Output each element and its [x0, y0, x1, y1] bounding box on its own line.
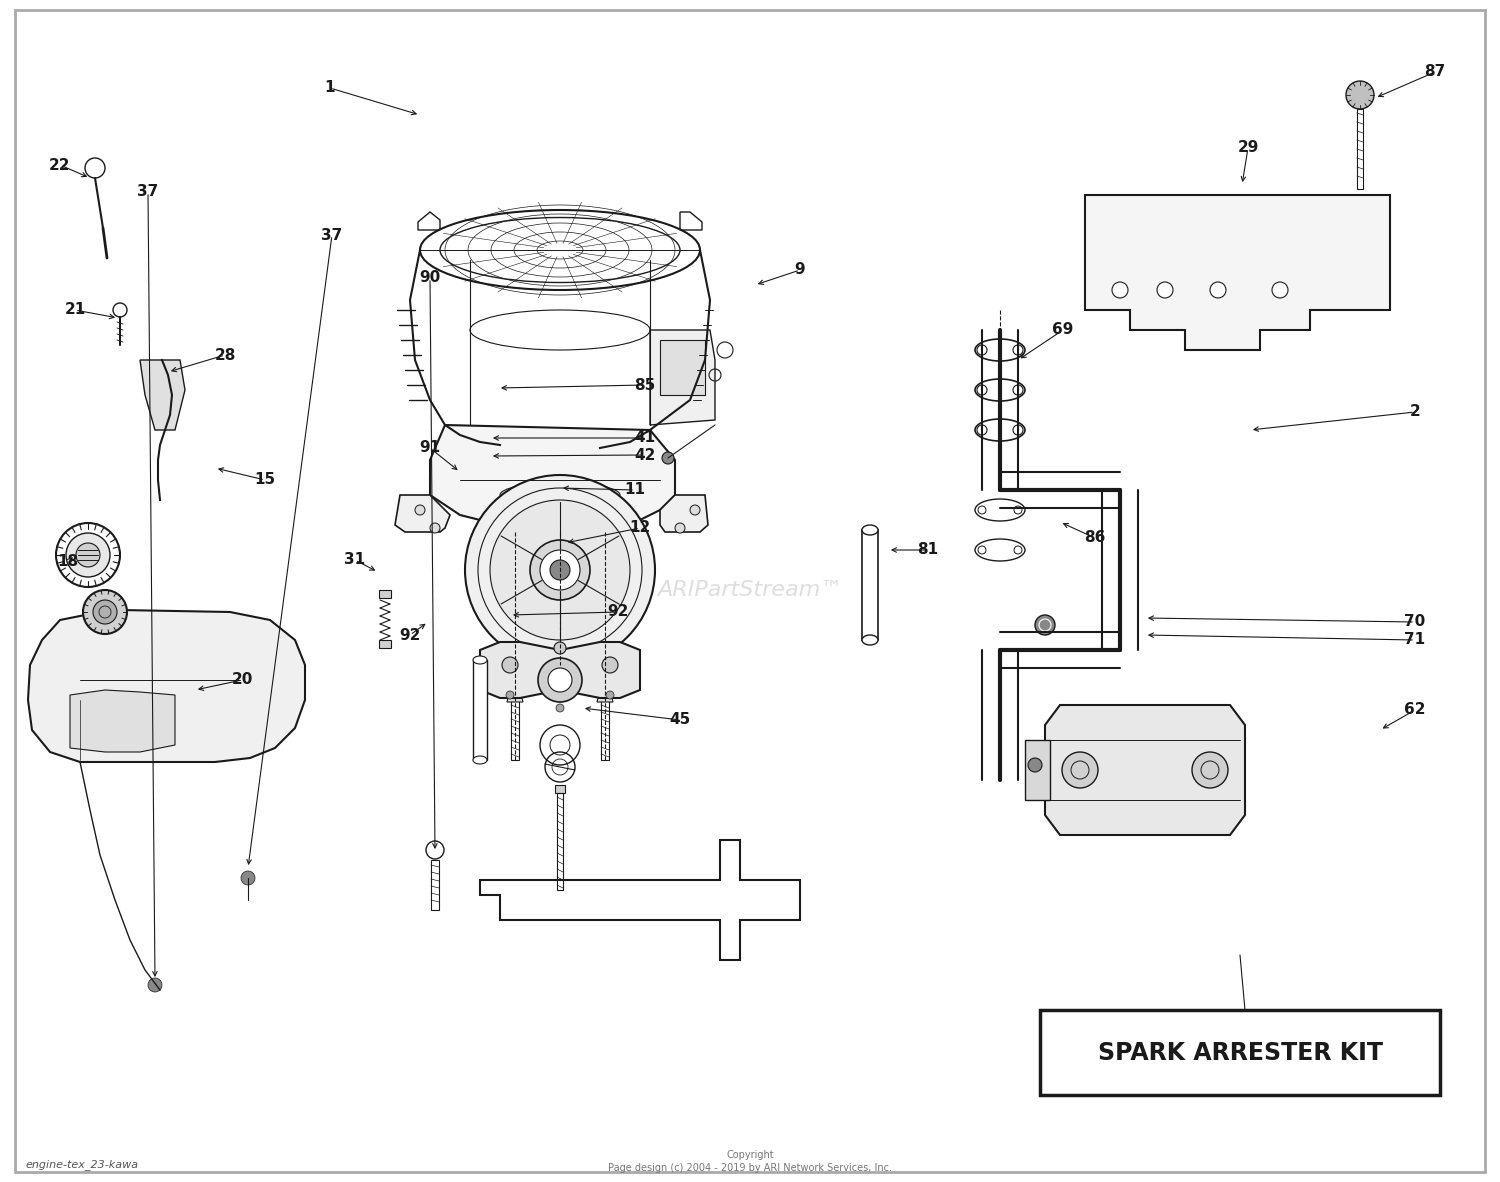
Polygon shape	[650, 330, 716, 426]
Bar	[512, 700, 519, 760]
Polygon shape	[430, 426, 675, 525]
Circle shape	[550, 560, 570, 580]
Text: 85: 85	[634, 377, 656, 392]
Text: 37: 37	[321, 227, 342, 242]
Text: 20: 20	[231, 673, 252, 688]
Text: 41: 41	[634, 430, 656, 446]
Text: 81: 81	[918, 543, 939, 558]
Text: 31: 31	[345, 552, 366, 567]
Bar	[1040, 1009, 1440, 1095]
Circle shape	[82, 590, 128, 634]
Circle shape	[602, 657, 618, 673]
Polygon shape	[1084, 195, 1390, 350]
Circle shape	[416, 505, 424, 515]
Circle shape	[56, 522, 120, 587]
Circle shape	[93, 600, 117, 624]
Circle shape	[548, 668, 572, 691]
Circle shape	[662, 452, 674, 465]
Polygon shape	[140, 361, 184, 430]
Circle shape	[540, 725, 580, 765]
Bar	[1024, 740, 1050, 800]
Bar	[380, 639, 392, 648]
Text: 42: 42	[634, 448, 656, 462]
Bar	[555, 785, 566, 793]
Circle shape	[540, 550, 580, 590]
Text: 18: 18	[57, 554, 78, 570]
Bar	[660, 340, 705, 395]
Circle shape	[530, 540, 590, 600]
Text: 21: 21	[64, 303, 86, 318]
Circle shape	[556, 704, 564, 712]
Text: ARIPartStream™: ARIPartStream™	[657, 580, 843, 600]
Circle shape	[242, 871, 255, 885]
Polygon shape	[394, 495, 450, 532]
Text: 22: 22	[50, 157, 70, 173]
Circle shape	[1112, 282, 1128, 298]
Circle shape	[1272, 282, 1288, 298]
Text: 15: 15	[255, 473, 276, 487]
Bar	[1358, 109, 1364, 189]
Circle shape	[76, 543, 101, 567]
Ellipse shape	[862, 635, 877, 645]
Text: 91: 91	[420, 441, 441, 455]
Circle shape	[1210, 282, 1225, 298]
Bar	[430, 860, 439, 910]
Text: 86: 86	[1084, 531, 1106, 546]
Polygon shape	[507, 699, 524, 702]
Circle shape	[148, 978, 162, 992]
Circle shape	[690, 505, 700, 515]
Text: SPARK ARRESTER KIT: SPARK ARRESTER KIT	[1098, 1040, 1383, 1065]
Circle shape	[1156, 282, 1173, 298]
Polygon shape	[660, 495, 708, 532]
Text: 92: 92	[399, 628, 420, 643]
Polygon shape	[1046, 704, 1245, 834]
Circle shape	[675, 522, 686, 533]
Text: 9: 9	[795, 262, 806, 278]
Bar	[556, 793, 562, 890]
Text: 28: 28	[214, 348, 236, 363]
Polygon shape	[28, 610, 305, 762]
Text: Copyright: Copyright	[726, 1150, 774, 1160]
Circle shape	[538, 658, 582, 702]
Circle shape	[465, 475, 656, 665]
Circle shape	[1035, 615, 1054, 635]
Text: engine-tex_23-kawa: engine-tex_23-kawa	[26, 1160, 138, 1170]
Circle shape	[1346, 82, 1374, 109]
Bar	[602, 700, 609, 760]
Text: 90: 90	[420, 271, 441, 286]
Text: 92: 92	[608, 604, 628, 619]
Polygon shape	[597, 699, 613, 702]
Text: 71: 71	[1404, 632, 1425, 648]
Circle shape	[503, 657, 518, 673]
Ellipse shape	[472, 756, 488, 764]
Text: Page design (c) 2004 - 2019 by ARI Network Services, Inc.: Page design (c) 2004 - 2019 by ARI Netwo…	[608, 1163, 892, 1173]
Text: 69: 69	[1053, 323, 1074, 338]
Text: 29: 29	[1238, 141, 1258, 156]
Text: 2: 2	[1410, 404, 1420, 420]
Text: 45: 45	[669, 713, 690, 727]
Circle shape	[554, 642, 566, 654]
Text: 62: 62	[1404, 702, 1425, 717]
Circle shape	[490, 500, 630, 639]
Text: 11: 11	[624, 482, 645, 498]
Polygon shape	[480, 642, 640, 699]
Text: 1: 1	[324, 80, 336, 96]
Circle shape	[1192, 752, 1228, 788]
Text: 12: 12	[630, 520, 651, 535]
Text: 70: 70	[1404, 615, 1425, 630]
Circle shape	[1028, 758, 1042, 772]
Ellipse shape	[862, 525, 877, 535]
Circle shape	[606, 691, 613, 699]
Text: 87: 87	[1425, 65, 1446, 79]
Bar	[472, 660, 488, 760]
Circle shape	[506, 691, 515, 699]
Circle shape	[66, 533, 110, 577]
Bar	[380, 590, 392, 598]
Circle shape	[430, 522, 439, 533]
Text: 37: 37	[138, 184, 159, 200]
Polygon shape	[70, 690, 176, 752]
Ellipse shape	[472, 656, 488, 664]
Circle shape	[1062, 752, 1098, 788]
Bar	[862, 530, 877, 639]
